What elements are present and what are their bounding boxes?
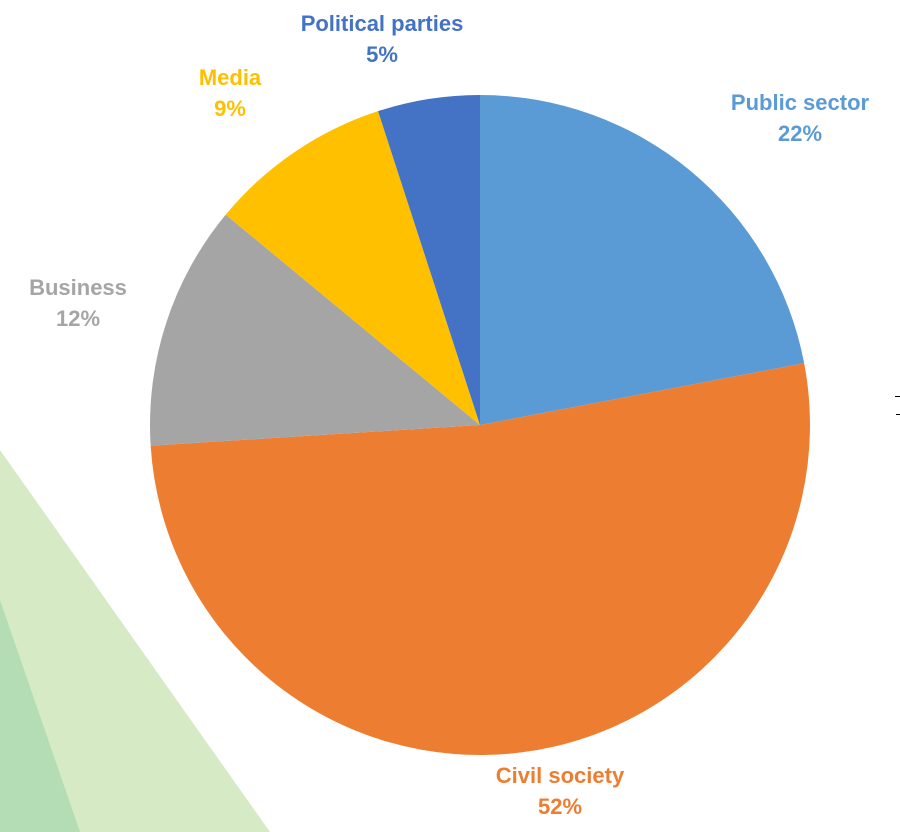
slice-value-political-parties: 5% xyxy=(366,42,398,67)
pie-slice-business xyxy=(149,214,480,446)
slice-label-public-sector: Public sector xyxy=(731,90,870,115)
mid-green-band xyxy=(0,600,80,832)
slice-labels: Public sector 22% Civil society 52% Business… xyxy=(29,11,869,819)
slice-value-civil-society: 52% xyxy=(538,794,582,819)
pie-slice-civil-society xyxy=(150,363,811,756)
pie-slice-public-sector xyxy=(480,95,805,425)
right-edge-marks xyxy=(893,392,900,428)
edge-mark-bottom xyxy=(896,414,900,415)
slice-label-business: Business xyxy=(29,275,127,300)
pie-slice-media xyxy=(225,111,480,426)
edge-mark-top xyxy=(895,396,900,397)
slice-value-media: 9% xyxy=(214,96,246,121)
pie-slices xyxy=(149,94,811,756)
light-green-band xyxy=(0,450,270,832)
slice-label-political-parties: Political parties xyxy=(301,11,464,36)
slice-value-business: 12% xyxy=(56,306,100,331)
slice-label-civil-society: Civil society xyxy=(496,763,625,788)
slice-value-public-sector: 22% xyxy=(778,121,822,146)
slice-label-media: Media xyxy=(199,65,262,90)
pie-slice-political-parties xyxy=(378,94,480,425)
